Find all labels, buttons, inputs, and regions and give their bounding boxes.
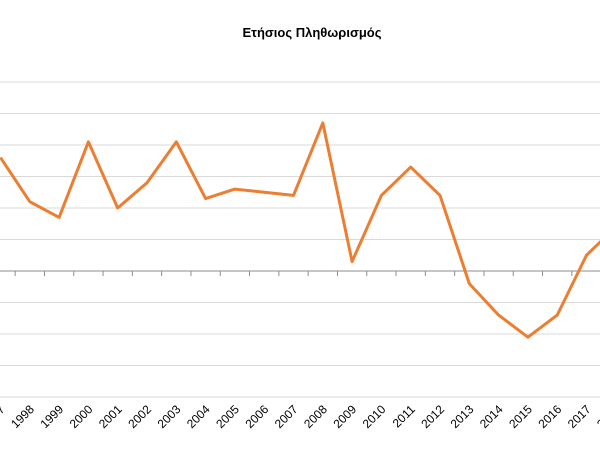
x-tick-label: 2018: [594, 402, 600, 431]
x-tick-label: 1998: [8, 402, 37, 431]
x-tick-label: 2016: [536, 402, 565, 431]
x-tick-label: 2001: [96, 402, 125, 431]
x-tick-label: 2000: [67, 402, 96, 431]
x-tick-label: 2012: [418, 402, 447, 431]
chart-title: Ετήσιος Πληθωρισμός: [242, 25, 381, 40]
x-tick-label: 1997: [0, 402, 8, 431]
x-tick-label: 2014: [477, 402, 506, 431]
x-tick-label: 2006: [243, 402, 272, 431]
x-tick-label: 2002: [125, 402, 154, 431]
x-tick-label: 2009: [330, 402, 359, 431]
x-tick-label: 2010: [360, 402, 389, 431]
x-tick-label: 2011: [390, 402, 418, 430]
x-tick-label: 2004: [184, 402, 213, 431]
x-tick-label: 2005: [213, 402, 242, 431]
x-tick-label: 2003: [155, 402, 184, 431]
x-tick-label: 2013: [448, 402, 477, 431]
x-tick-label: 2017: [565, 402, 594, 431]
data-line: [0, 121, 600, 339]
x-tick-label: 2007: [272, 402, 301, 431]
x-tick-label: 2008: [301, 402, 330, 431]
x-tick-label: 2015: [506, 402, 535, 431]
x-tick-label: 1999: [37, 402, 66, 431]
